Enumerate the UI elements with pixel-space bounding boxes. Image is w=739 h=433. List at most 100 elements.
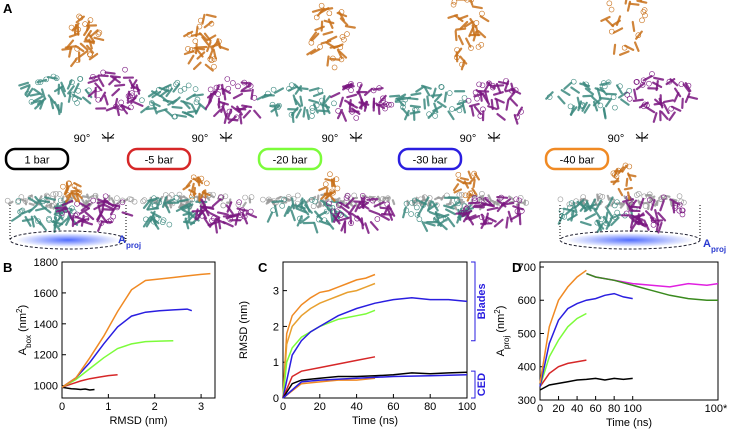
- molecule-strand: [436, 100, 447, 109]
- molecule-loop: [458, 209, 465, 216]
- molecule-strand: [663, 99, 675, 104]
- molecule-strand: [404, 109, 410, 121]
- molecule-strand: [684, 82, 692, 93]
- molecule-strand: [416, 205, 425, 217]
- molecule-strand: [49, 98, 55, 110]
- molecule-strand: [44, 196, 56, 201]
- molecule-strand: [346, 93, 358, 99]
- molecule-strand: [33, 88, 43, 96]
- pressure-box: [257, 147, 323, 171]
- series-line: [61, 308, 193, 388]
- y-axis-label-part: A: [17, 347, 29, 355]
- molecule-strand: [151, 90, 161, 98]
- molecule-loop: [471, 170, 477, 177]
- annotation: 100*: [705, 403, 728, 415]
- molecule-strand: [65, 194, 72, 203]
- molecule-strand: [633, 88, 638, 100]
- molecule-top: [256, 2, 395, 124]
- molecule-strand: [53, 85, 64, 93]
- molecule-loop: [349, 109, 355, 115]
- molecule-strand: [456, 178, 465, 185]
- molecule-strand: [205, 13, 217, 18]
- molecule-strand: [574, 199, 585, 209]
- y-tick-label: 1: [273, 357, 279, 369]
- molecule-loop: [615, 167, 622, 174]
- molecule-strand: [218, 45, 229, 51]
- molecule-loop: [339, 34, 346, 40]
- molecule-loop: [190, 190, 196, 197]
- pressure-box: [126, 147, 192, 171]
- molecule-loop: [660, 194, 667, 201]
- molecule-strand: [304, 201, 311, 213]
- molecule-loop: [579, 102, 586, 108]
- molecule-strand: [175, 114, 187, 118]
- molecule-loop: [168, 192, 175, 198]
- molecule-strand: [490, 199, 496, 204]
- molecule-strand: [653, 76, 665, 81]
- molecule-strand: [386, 196, 390, 203]
- molecule-strand: [328, 194, 336, 202]
- molecule-strand: [483, 81, 491, 92]
- molecule-strand: [581, 200, 586, 206]
- pressure-box: [544, 147, 610, 171]
- series-line: [282, 309, 376, 399]
- molecule-strand: [373, 201, 385, 208]
- molecule-loop: [166, 221, 173, 228]
- molecule-loop: [17, 209, 23, 215]
- molecule-strand: [447, 110, 455, 121]
- molecule-loop: [639, 82, 646, 88]
- molecule-strand: [318, 201, 322, 208]
- molecule-strand: [201, 36, 210, 46]
- molecule-loop: [317, 87, 324, 94]
- molecule-strand: [465, 37, 472, 48]
- molecule-strand: [203, 20, 213, 29]
- molecule-strand: [126, 96, 137, 104]
- molecule-strand: [52, 219, 61, 231]
- molecule-loop: [455, 200, 461, 207]
- molecule-strand: [368, 209, 380, 216]
- molecule-strand: [273, 87, 284, 94]
- molecule-loop: [128, 104, 134, 111]
- projection-glow: [16, 233, 120, 247]
- rotation-label: 90°: [460, 133, 477, 145]
- molecule-strand: [227, 118, 239, 122]
- molecule-loop: [606, 0, 613, 7]
- molecule-loop: [672, 205, 678, 211]
- molecule-strand: [211, 198, 222, 208]
- molecule-strand: [628, 209, 641, 213]
- molecule-strand: [431, 200, 439, 212]
- molecule-loop: [53, 190, 59, 197]
- molecule-loop: [472, 197, 478, 204]
- molecule-strand: [462, 211, 471, 223]
- molecule-strand: [142, 199, 152, 210]
- molecule-strand: [342, 83, 353, 91]
- molecule-strand: [204, 63, 214, 72]
- molecule-strand: [612, 43, 617, 55]
- molecule-strand: [628, 2, 640, 6]
- molecule-strand: [71, 194, 78, 203]
- molecule-strand: [595, 219, 605, 230]
- molecule-strand: [387, 209, 394, 221]
- molecule-loop: [408, 211, 414, 217]
- molecule-strand: [493, 91, 504, 96]
- molecule-loop: [247, 83, 254, 89]
- molecule-strand: [214, 221, 219, 234]
- molecule-strand: [40, 88, 46, 100]
- molecule-strand: [654, 98, 664, 107]
- y-axis-label-part: (nm: [17, 313, 29, 335]
- molecule-loop: [613, 173, 620, 180]
- molecule-strand: [415, 198, 428, 206]
- molecule-loop: [265, 90, 271, 97]
- molecule-strand: [273, 204, 279, 217]
- membrane-view: [557, 162, 687, 234]
- molecule-loop: [102, 193, 109, 200]
- molecule-loop: [348, 81, 354, 87]
- molecule-loop: [474, 95, 480, 102]
- molecule-loop: [217, 101, 224, 108]
- molecule-loop: [276, 102, 282, 109]
- molecule-loop: [634, 216, 640, 222]
- y-tick-label: 1800: [34, 257, 58, 269]
- x-tick-label: 80: [424, 401, 436, 413]
- molecule-strand: [322, 30, 334, 36]
- molecule-loop: [676, 207, 683, 214]
